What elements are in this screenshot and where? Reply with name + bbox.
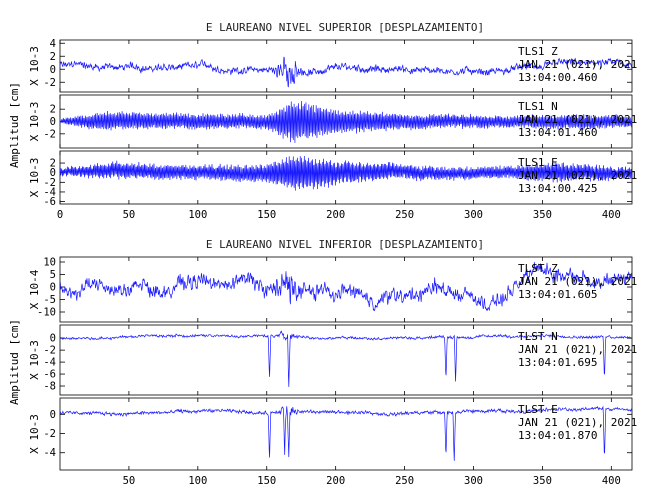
chart-0-series-0-ytick-label: 2: [50, 51, 56, 63]
chart-0-series-2-date-label: JAN 21 (021), 2021: [518, 169, 637, 182]
chart-1-xtick-label: 300: [464, 475, 483, 487]
chart-0-series-2-station-label: TLS1 E: [518, 156, 558, 169]
chart-0-xtick-label: 400: [602, 209, 621, 221]
chart-1-series-0-trace: [59, 262, 633, 312]
chart-0-series-1-trace: [59, 100, 633, 143]
chart-1-series-1-frame: [59, 324, 633, 396]
top-ylabel: Amplitud [cm]: [8, 82, 21, 168]
chart-1-series-1-time-label: 13:04:01.695: [518, 356, 597, 369]
chart-0-series-1-ytick-label: -2: [43, 128, 56, 140]
chart-0-xtick-label: 250: [395, 209, 414, 221]
chart-1-series-0-ytick-label: 5: [50, 269, 56, 281]
chart-0-xtick-label: 350: [533, 209, 552, 221]
chart-1-series-1-ytick-label: -2: [43, 345, 56, 357]
chart-0-series-2-time-label: 13:04:00.425: [518, 182, 597, 195]
chart-1-series-0-date-label: JAN 21 (021), 2021: [518, 275, 637, 288]
chart-1-series-1-ytick-label: -8: [43, 381, 56, 393]
chart-1-series-2-date-label: JAN 21 (021), 2021: [518, 416, 637, 429]
chart-1-series-2-ytick-label: -2: [43, 428, 56, 440]
chart-1-series-2-time-label: 13:04:01.870: [518, 429, 597, 442]
chart-1-series-2-ytick-label: -4: [43, 447, 56, 459]
chart-1-series-1-ytick-label: 0: [50, 333, 56, 345]
chart-1-series-1-ytick-label: -4: [43, 357, 56, 369]
chart-1-series-1-ytick-label: -6: [43, 369, 56, 381]
chart-1-xtick-label: 100: [188, 475, 207, 487]
chart-0-series-0-scale-label: X 10-3: [28, 46, 41, 86]
chart-0-series-0-ytick-label: 4: [50, 38, 56, 50]
chart-0-series-1-time-label: 13:04:01.460: [518, 126, 597, 139]
chart-1-series-2-scale-label: X 10-3: [28, 414, 41, 454]
chart-1-xtick-label: 200: [326, 475, 345, 487]
chart-0-series-1-date-label: JAN 21 (021), 2021: [518, 113, 637, 126]
bottom-ylabel: Amplitud [cm]: [8, 319, 21, 405]
chart-0-series-2-scale-label: X 10-3: [28, 158, 41, 198]
chart-1-xtick-label: 50: [123, 475, 136, 487]
chart-0-series-0-frame: [59, 39, 633, 93]
chart-1-series-1-station-label: TLST N: [518, 330, 558, 343]
chart-1-series-0-scale-label: X 10-4: [28, 269, 41, 309]
chart-1-series-0-frame: [59, 256, 633, 323]
chart-1-series-2-trace: [59, 405, 633, 461]
chart-1-series-0-ytick-label: 10: [43, 257, 56, 269]
chart-0-series-2-ytick-label: -2: [43, 177, 56, 189]
chart-0-series-0-ytick-label: 0: [50, 64, 56, 76]
chart-1-series-2-ytick-label: 0: [50, 409, 56, 421]
chart-1-xtick-label: 150: [257, 475, 276, 487]
chart-1-series-1-scale-label: X 10-3: [28, 340, 41, 380]
chart-0-series-1-ytick-label: 2: [50, 104, 56, 116]
chart-0-series-0-trace: [59, 56, 633, 88]
chart-0-series-2-trace: [59, 155, 633, 191]
chart-1-xtick-label: 250: [395, 475, 414, 487]
chart-0-series-2-ytick-label: 0: [50, 167, 56, 179]
chart-0-xtick-label: 200: [326, 209, 345, 221]
chart-1-xtick-label: 400: [602, 475, 621, 487]
chart-0-series-0-date-label: JAN 21 (021), 2021: [518, 58, 637, 71]
chart-1-series-0-ytick-label: 0: [50, 282, 56, 294]
chart-0-series-1-scale-label: X 10-3: [28, 102, 41, 142]
top-chart-title: E LAUREANO NIVEL SUPERIOR [DESPLAZAMIENT…: [206, 21, 484, 34]
chart-1-series-2-station-label: TLST E: [518, 403, 558, 416]
chart-1-series-0-ytick-label: -10: [37, 307, 56, 319]
chart-0-series-1-ytick-label: 0: [50, 116, 56, 128]
chart-1-series-1-trace: [59, 330, 633, 387]
chart-0-xtick-label: 50: [123, 209, 136, 221]
chart-1-xtick-label: 350: [533, 475, 552, 487]
chart-0-xtick-label: 150: [257, 209, 276, 221]
chart-1-series-1-date-label: JAN 21 (021), 2021: [518, 343, 637, 356]
chart-0-series-2-ytick-label: -4: [43, 186, 56, 198]
chart-0-series-0-time-label: 13:04:00.460: [518, 71, 597, 84]
chart-1-series-0-station-label: TLST Z: [518, 262, 558, 275]
chart-0-series-1-station-label: TLS1 N: [518, 100, 558, 113]
chart-1-series-2-frame: [59, 397, 633, 471]
chart-1-series-0-time-label: 13:04:01.605: [518, 288, 597, 301]
chart-0-series-0-ytick-label: -2: [43, 77, 56, 89]
bottom-chart-title: E LAUREANO NIVEL INFERIOR [DESPLAZAMIENT…: [206, 238, 484, 251]
chart-0-series-2-ytick-label: 2: [50, 158, 56, 170]
chart-0-xtick-label: 100: [188, 209, 207, 221]
chart-0-series-0-station-label: TLS1 Z: [518, 45, 558, 58]
chart-0-xtick-label: 300: [464, 209, 483, 221]
chart-0-series-2-ytick-label: -6: [43, 196, 56, 208]
chart-1-series-0-ytick-label: -5: [43, 294, 56, 306]
chart-0-xtick-label: 0: [57, 209, 63, 221]
